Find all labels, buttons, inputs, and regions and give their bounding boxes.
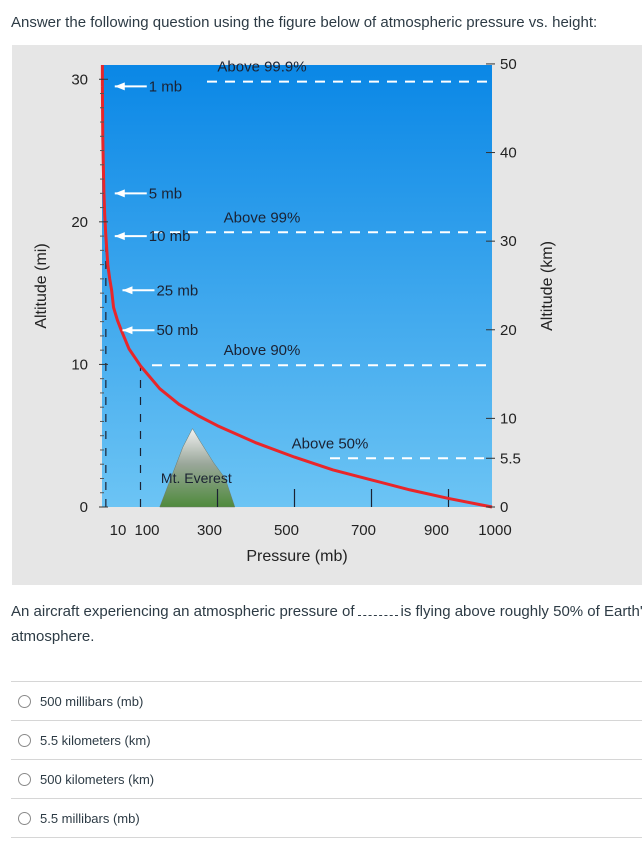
y-left-tick-label: 30 (71, 71, 88, 88)
radio-button[interactable] (18, 772, 31, 786)
radio-button[interactable] (18, 811, 31, 825)
pressure-arrow-label: 25 mb (156, 282, 198, 299)
answer-option-500-mb[interactable]: 500 millibars (mb) (11, 681, 642, 720)
answer-label: 5.5 millibars (mb) (40, 810, 140, 826)
fraction-label: Above 99.9% (217, 59, 306, 76)
x-tick-label: 10 (110, 522, 127, 539)
pressure-arrow-label: 5 mb (149, 185, 182, 202)
fraction-label: Above 90% (224, 342, 301, 359)
answer-label: 500 kilometers (km) (40, 771, 155, 787)
mt-everest-illustration (159, 428, 236, 508)
x-tick-label: 300 (197, 522, 222, 539)
x-tick-label: 500 (274, 522, 299, 539)
answer-option-500-km[interactable]: 500 kilometers (km) (11, 759, 642, 798)
y-left-tick-label: 10 (71, 356, 88, 373)
fill-in-before: An aircraft experiencing an atmospheric … (11, 603, 355, 620)
y-right-tick-label: 5.5 (500, 450, 521, 467)
y-left-tick-label: 20 (71, 214, 88, 231)
answer-blank (357, 605, 398, 616)
pressure-altitude-chart: Above 99.9% Above 99% Above 90% Above 50% Mt… (33, 56, 556, 565)
answer-option-5-5-km[interactable]: 5.5 kilometers (km) (11, 720, 642, 759)
y-left-tick-label: 0 (80, 499, 88, 516)
y-left-axis-title: Altitude (mi) (33, 243, 50, 328)
y-right-tick-label: 10 (500, 410, 517, 427)
answer-option-5-5-mb[interactable]: 5.5 millibars (mb) (11, 798, 642, 838)
x-tick-label: 1000 (478, 522, 511, 539)
pressure-arrow-label: 50 mb (156, 322, 198, 339)
answer-choices: 500 millibars (mb) 5.5 kilometers (km) 5… (11, 681, 642, 838)
pressure-arrow-head (114, 189, 125, 198)
fill-in-after: is flying above roughly 50% of Earth's (400, 603, 642, 620)
y-right-tick-label: 20 (500, 322, 517, 339)
x-axis-title: Pressure (mb) (246, 548, 347, 565)
y-right-tick-label: 40 (500, 145, 517, 162)
x-tick-label: 100 (134, 522, 159, 539)
mt-everest-label: Mt. Everest (161, 470, 232, 486)
question-prompt: Answer the following question using the … (11, 14, 598, 31)
pressure-arrow-label: 10 mb (149, 228, 191, 245)
answer-label: 500 millibars (mb) (40, 693, 144, 709)
fill-in-line2: atmosphere. (11, 628, 95, 645)
y-right-tick-label: 30 (500, 233, 517, 250)
fraction-label: Above 50% (292, 435, 369, 452)
y-right-tick-label: 0 (500, 499, 508, 516)
fraction-label: Above 99% (224, 209, 301, 226)
pressure-arrow-head (114, 82, 125, 91)
pressure-curve (100, 86, 493, 509)
sky-background (102, 65, 492, 507)
y-right-axis-title: Altitude (km) (539, 241, 556, 331)
answer-label: 5.5 kilometers (km) (40, 732, 151, 748)
x-tick-label: 700 (351, 522, 376, 539)
fill-in-question: An aircraft experiencing an atmospheric … (11, 599, 642, 649)
radio-button[interactable] (18, 694, 31, 708)
pressure-arrow-label: 1 mb (149, 78, 182, 95)
pressure-arrow-head (122, 286, 133, 295)
pressure-arrow-head (114, 232, 125, 241)
radio-button[interactable] (18, 733, 31, 747)
x-tick-label: 900 (424, 522, 449, 539)
figure-panel: Above 99.9% Above 99% Above 90% Above 50% Mt… (12, 45, 642, 585)
pressure-arrow-head (122, 326, 133, 335)
y-right-tick-label: 50 (500, 56, 517, 73)
